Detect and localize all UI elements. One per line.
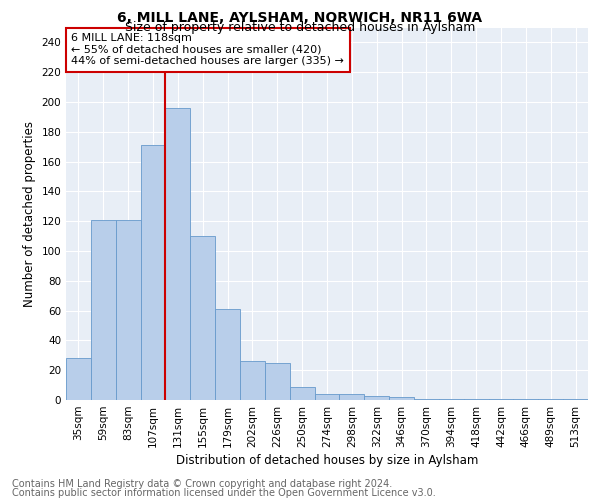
- Bar: [314, 394, 340, 400]
- Bar: [240, 362, 265, 400]
- Bar: [439, 398, 464, 400]
- Bar: [488, 398, 514, 400]
- Bar: [514, 398, 538, 400]
- Bar: [538, 398, 563, 400]
- Text: 6, MILL LANE, AYLSHAM, NORWICH, NR11 6WA: 6, MILL LANE, AYLSHAM, NORWICH, NR11 6WA: [118, 11, 482, 25]
- Y-axis label: Number of detached properties: Number of detached properties: [23, 120, 36, 306]
- Bar: [364, 396, 389, 400]
- Text: Contains public sector information licensed under the Open Government Licence v3: Contains public sector information licen…: [12, 488, 436, 498]
- Bar: [265, 362, 290, 400]
- Bar: [116, 220, 140, 400]
- Bar: [414, 398, 439, 400]
- Bar: [140, 145, 166, 400]
- Bar: [290, 386, 314, 400]
- Bar: [66, 358, 91, 400]
- Bar: [340, 394, 364, 400]
- Text: Contains HM Land Registry data © Crown copyright and database right 2024.: Contains HM Land Registry data © Crown c…: [12, 479, 392, 489]
- Text: Size of property relative to detached houses in Aylsham: Size of property relative to detached ho…: [125, 22, 475, 35]
- Bar: [215, 309, 240, 400]
- Bar: [190, 236, 215, 400]
- Bar: [389, 397, 414, 400]
- Bar: [464, 398, 488, 400]
- Text: 6 MILL LANE: 118sqm
← 55% of detached houses are smaller (420)
44% of semi-detac: 6 MILL LANE: 118sqm ← 55% of detached ho…: [71, 33, 344, 66]
- Bar: [563, 398, 588, 400]
- Bar: [166, 108, 190, 400]
- Bar: [91, 220, 116, 400]
- X-axis label: Distribution of detached houses by size in Aylsham: Distribution of detached houses by size …: [176, 454, 478, 467]
